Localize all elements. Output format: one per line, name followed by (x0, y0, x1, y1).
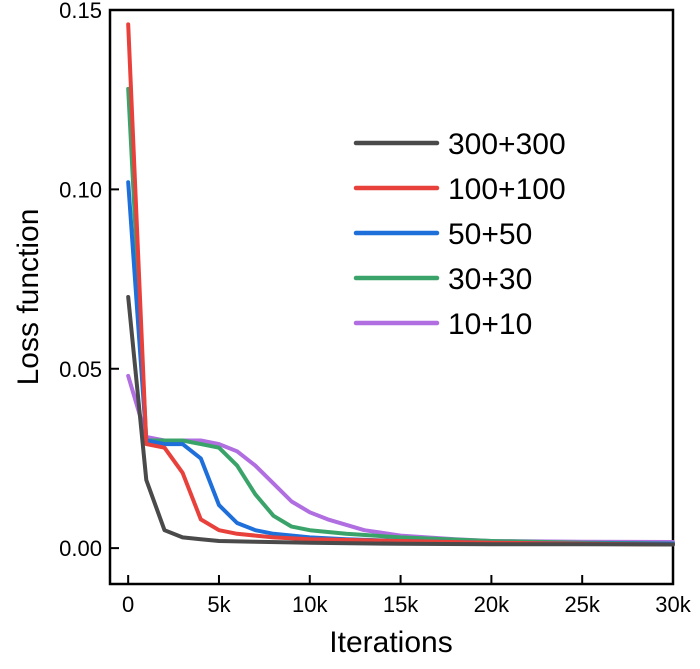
legend-label: 10+10 (448, 308, 532, 341)
y-tick-label: 0.00 (59, 536, 102, 561)
x-tick-label: 15k (383, 592, 419, 617)
legend-label: 30+30 (448, 263, 532, 296)
y-tick-label: 0.15 (59, 0, 102, 23)
series-layer (126, 22, 675, 547)
legend: 300+300 100+100 50+50 30+30 10+10 (353, 128, 566, 341)
series-line-30-plus-30 (126, 86, 675, 546)
x-axis-ticks: 0 5k 10k 15k 20k 25k 30k (122, 575, 692, 617)
legend-label: 300+300 (448, 128, 566, 161)
x-tick-label: 5k (207, 592, 231, 617)
x-tick-label: 20k (474, 592, 510, 617)
x-tick-label: 25k (564, 592, 600, 617)
x-tick-label: 0 (122, 592, 134, 617)
x-axis-title: Iterations (329, 626, 452, 659)
series-line-10-plus-10 (126, 373, 675, 544)
series-line-300-plus-300 (126, 295, 675, 547)
y-axis-title: Loss function (12, 209, 45, 386)
plot-frame (108, 8, 675, 586)
y-tick-label: 0.05 (59, 357, 102, 382)
x-tick-label: 10k (292, 592, 328, 617)
series-line-100-plus-100 (126, 22, 675, 547)
y-axis-ticks: 0.00 0.05 0.10 0.15 (59, 0, 119, 561)
series-line-50-plus-50 (126, 180, 675, 546)
x-tick-label: 30k (655, 592, 691, 617)
y-tick-label: 0.10 (59, 177, 102, 202)
legend-label: 100+100 (448, 173, 566, 206)
legend-label: 50+50 (448, 218, 532, 251)
